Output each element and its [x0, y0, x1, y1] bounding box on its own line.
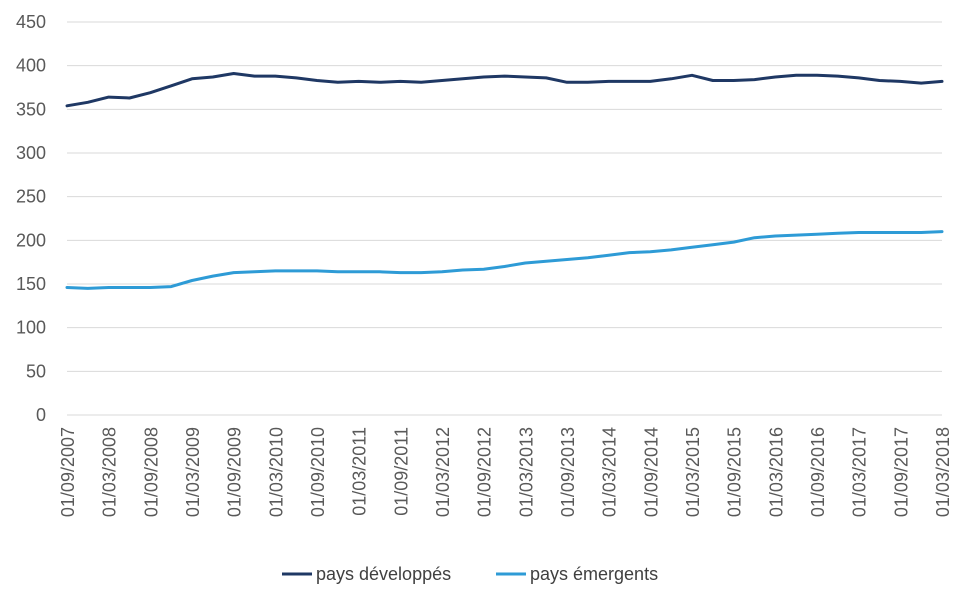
x-tick-label: 01/03/2014 — [600, 427, 620, 517]
legend-label-emergents: pays émergents — [530, 564, 658, 584]
x-tick-label: 01/09/2015 — [725, 427, 745, 517]
x-tick-label: 01/03/2008 — [100, 427, 120, 517]
y-tick-label: 250 — [16, 187, 46, 207]
y-tick-label: 450 — [16, 12, 46, 32]
x-tick-label: 01/09/2007 — [58, 427, 78, 517]
series-line-emergents — [65, 230, 944, 290]
x-tick-label: 01/03/2010 — [266, 427, 286, 517]
x-tick-label: 01/09/2016 — [808, 427, 828, 517]
x-tick-label: 01/09/2008 — [141, 427, 161, 517]
x-tick-label: 01/09/2017 — [891, 427, 911, 517]
y-tick-label: 100 — [16, 318, 46, 338]
x-tick-label: 01/03/2015 — [683, 427, 703, 517]
x-tick-label: 01/09/2011 — [391, 427, 411, 516]
x-tick-label: 01/09/2013 — [558, 427, 578, 517]
x-tick-label: 01/03/2013 — [516, 427, 536, 517]
x-tick-label: 01/09/2014 — [641, 427, 661, 517]
y-tick-label: 350 — [16, 99, 46, 119]
series-line-developpes — [65, 72, 944, 108]
x-tick-label: 01/03/2011 — [350, 427, 370, 516]
y-tick-label: 200 — [16, 230, 46, 250]
x-tick-label: 01/03/2016 — [766, 427, 786, 517]
y-tick-label: 400 — [16, 56, 46, 76]
x-tick-label: 01/03/2009 — [183, 427, 203, 517]
y-tick-label: 0 — [36, 405, 46, 425]
legend-label-developpes: pays développés — [316, 564, 451, 584]
x-axis-ticks: 01/09/2007 01/03/2008 01/09/2008 01/03/2009… — [58, 427, 953, 517]
x-tick-label: 01/03/2017 — [850, 427, 870, 517]
x-tick-label: 01/09/2009 — [225, 427, 245, 517]
y-axis-ticks: 0 50 100 150 200 250 300 350 400 450 — [16, 12, 46, 425]
legend: pays développés pays émergents — [282, 564, 658, 584]
y-tick-label: 300 — [16, 143, 46, 163]
series-lines — [65, 72, 944, 290]
x-tick-label: 01/09/2010 — [308, 427, 328, 517]
gridlines — [67, 21, 942, 416]
y-tick-label: 50 — [26, 361, 46, 381]
x-tick-label: 01/03/2012 — [433, 427, 453, 517]
x-tick-label: 01/03/2018 — [933, 427, 953, 517]
y-tick-label: 150 — [16, 274, 46, 294]
x-tick-label: 01/09/2012 — [475, 427, 495, 517]
